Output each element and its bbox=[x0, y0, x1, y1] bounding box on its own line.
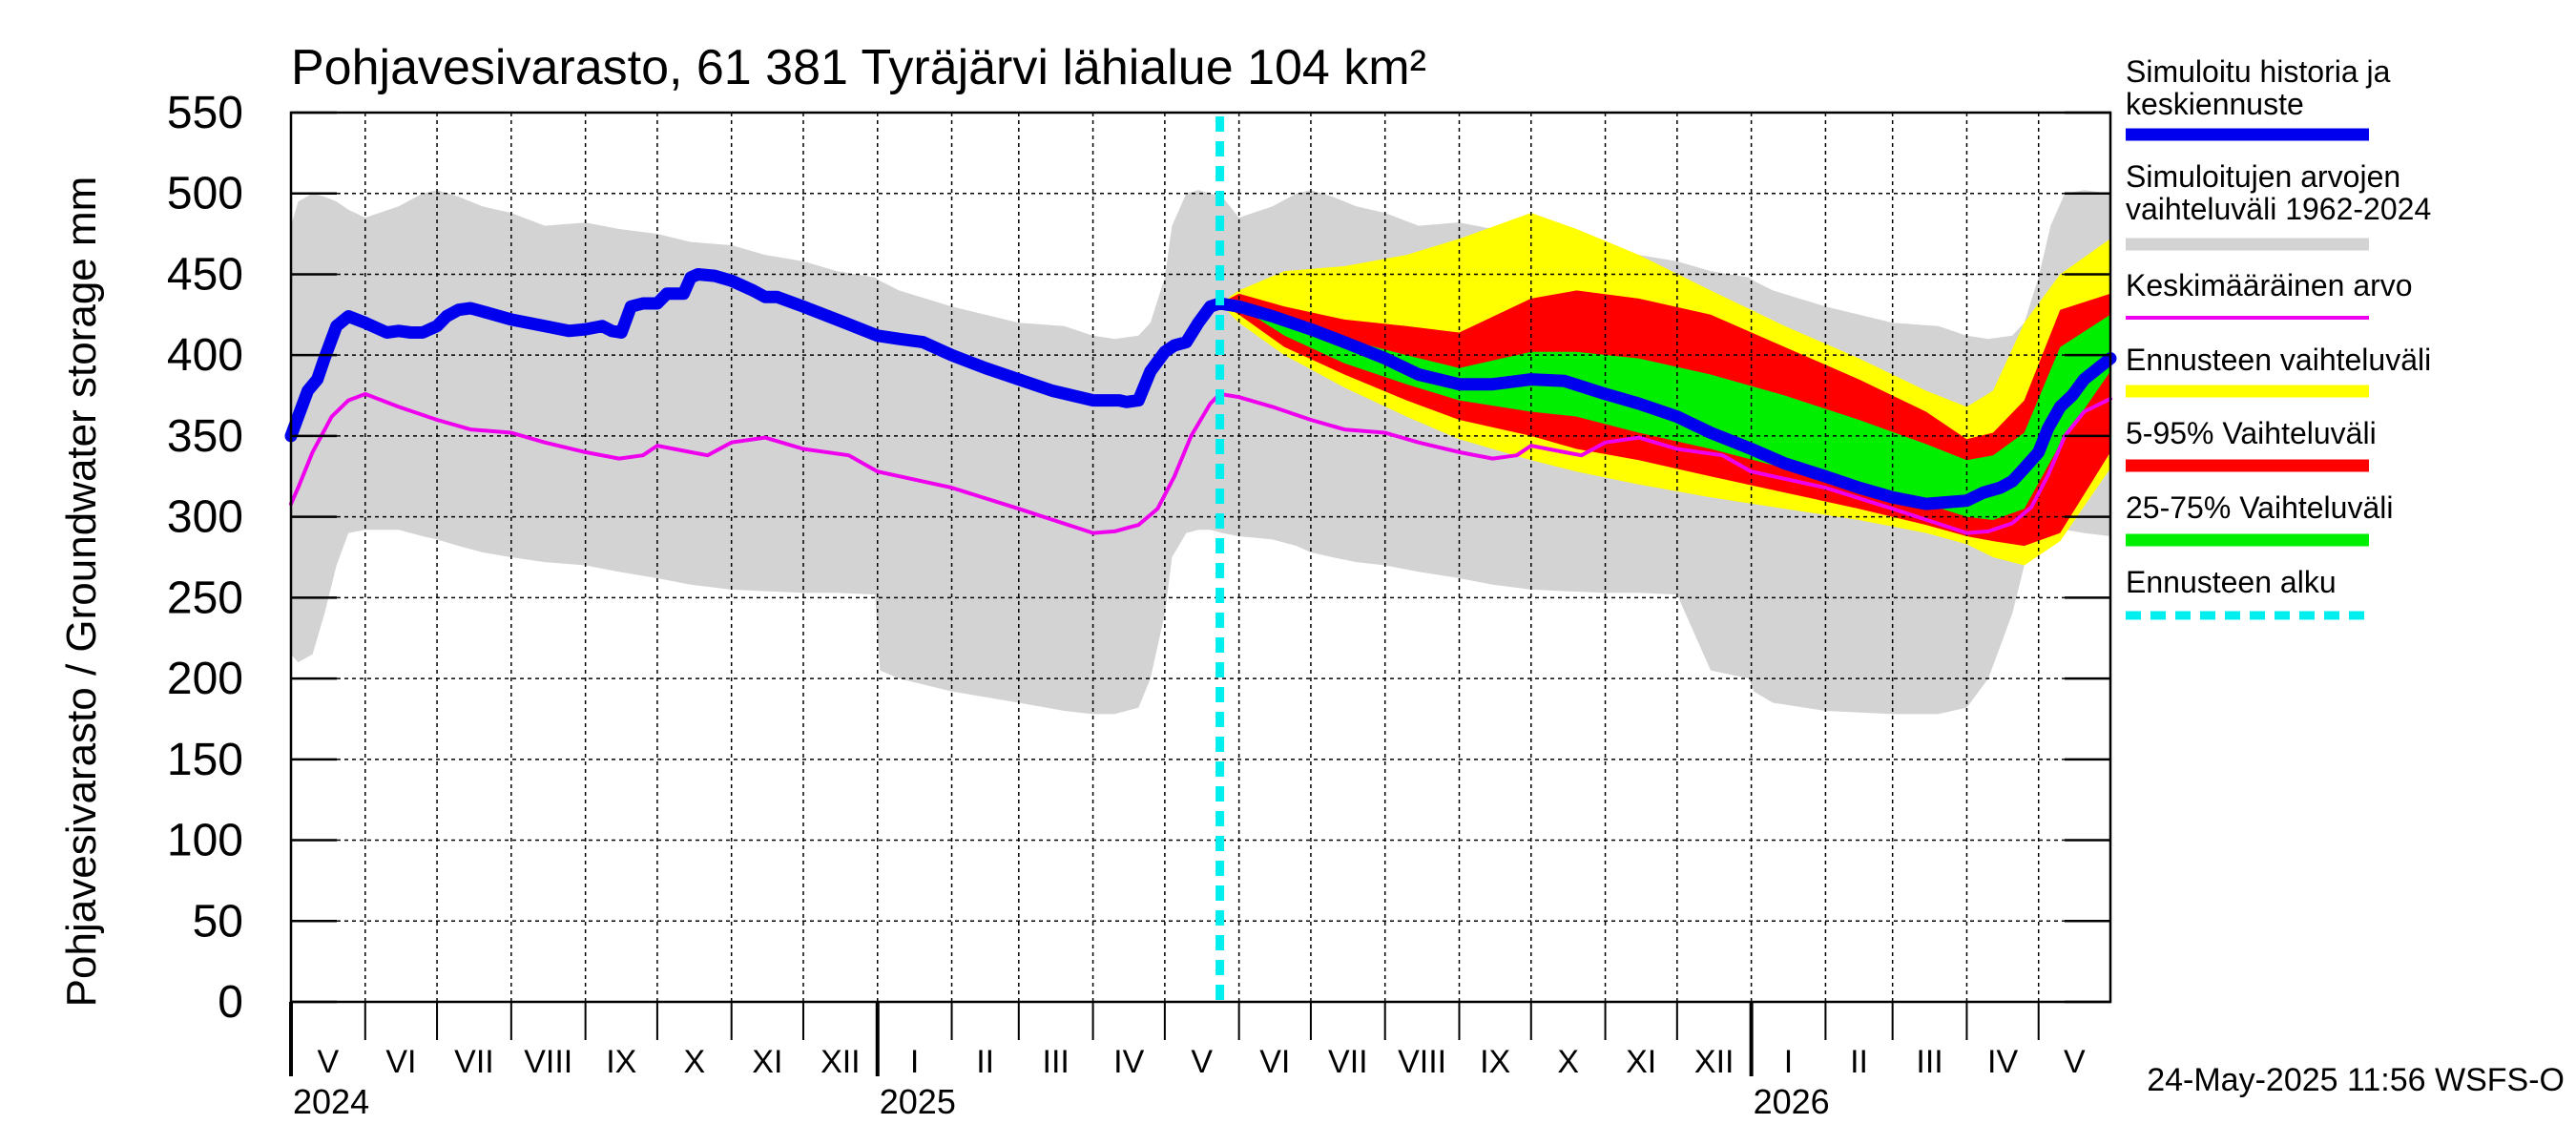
x-month-label: I bbox=[910, 1044, 919, 1080]
x-month-label: XII bbox=[821, 1044, 861, 1080]
mean-value-line bbox=[289, 391, 2112, 535]
x-month-label: I bbox=[1784, 1044, 1793, 1080]
x-month-label: V bbox=[318, 1044, 340, 1080]
x-month-label: III bbox=[1916, 1044, 1942, 1080]
legend: Simuloitu historia ja keskiennuste Simuloi… bbox=[2126, 54, 2431, 620]
y-tick-label: 400 bbox=[167, 330, 243, 381]
y-tick-label: 500 bbox=[167, 169, 243, 219]
legend-label: 5-95% Vaihteluväli bbox=[2126, 416, 2377, 450]
y-tick-label: 300 bbox=[167, 492, 243, 543]
y-axis-label: Pohjavesivarasto / Groundwater storage m… bbox=[58, 177, 105, 1008]
y-tick-label: 150 bbox=[167, 735, 243, 785]
x-month-label: XII bbox=[1694, 1044, 1735, 1080]
legend-label: 25-75% Vaihteluväli bbox=[2126, 490, 2393, 525]
x-month-label: XI bbox=[1626, 1044, 1656, 1080]
y-tick-label: 200 bbox=[167, 654, 243, 704]
y-tick-label: 250 bbox=[167, 572, 243, 623]
x-month-label: IV bbox=[1113, 1044, 1144, 1080]
x-year-label: 2025 bbox=[880, 1082, 956, 1121]
legend-label: Keskimääräinen arvo bbox=[2126, 268, 2413, 302]
x-month-label: IX bbox=[1480, 1044, 1510, 1080]
x-month-label: X bbox=[1557, 1044, 1579, 1080]
legend-label: Simuloitujen arvojen vaihteluväli 1962-20… bbox=[2126, 159, 2431, 226]
x-month-label: X bbox=[683, 1044, 705, 1080]
legend-label: Simuloitu historia ja keskiennuste bbox=[2126, 54, 2391, 121]
x-month-label: VIII bbox=[1398, 1044, 1446, 1080]
y-tick-label: 350 bbox=[167, 411, 243, 462]
x-year-label: 2024 bbox=[293, 1082, 369, 1121]
data-lines bbox=[284, 116, 2117, 1002]
x-month-label: III bbox=[1043, 1044, 1070, 1080]
legend-label: Ennusteen vaihteluväli bbox=[2126, 343, 2431, 377]
y-tick-label: 550 bbox=[167, 88, 243, 138]
chart-title: Pohjavesivarasto, 61 381 Tyräjärvi lähia… bbox=[291, 40, 1426, 95]
x-month-label: II bbox=[1850, 1044, 1868, 1080]
x-month-label: V bbox=[1191, 1044, 1213, 1080]
x-month-label: VI bbox=[385, 1044, 416, 1080]
x-month-label: VI bbox=[1259, 1044, 1290, 1080]
y-tick-label: 100 bbox=[167, 816, 243, 866]
y-tick-label: 450 bbox=[167, 249, 243, 300]
x-month-label: V bbox=[2064, 1044, 2086, 1080]
x-month-label: VIII bbox=[524, 1044, 572, 1080]
x-month-label: II bbox=[976, 1044, 994, 1080]
y-tick-label: 0 bbox=[218, 977, 243, 1028]
x-month-label: IX bbox=[606, 1044, 636, 1080]
x-month-label: XI bbox=[752, 1044, 782, 1080]
legend-label: Ennusteen alku bbox=[2126, 565, 2337, 599]
simulated-history-line bbox=[284, 268, 2117, 510]
y-tick-label: 50 bbox=[193, 896, 243, 947]
plot-frame bbox=[289, 111, 2112, 1004]
x-month-label: IV bbox=[1987, 1044, 2018, 1080]
timestamp-label: 24-May-2025 11:56 WSFS-O bbox=[2147, 1062, 2565, 1098]
x-month-label: VII bbox=[454, 1044, 494, 1080]
x-year-label: 2026 bbox=[1754, 1082, 1830, 1121]
x-month-label: VII bbox=[1328, 1044, 1368, 1080]
